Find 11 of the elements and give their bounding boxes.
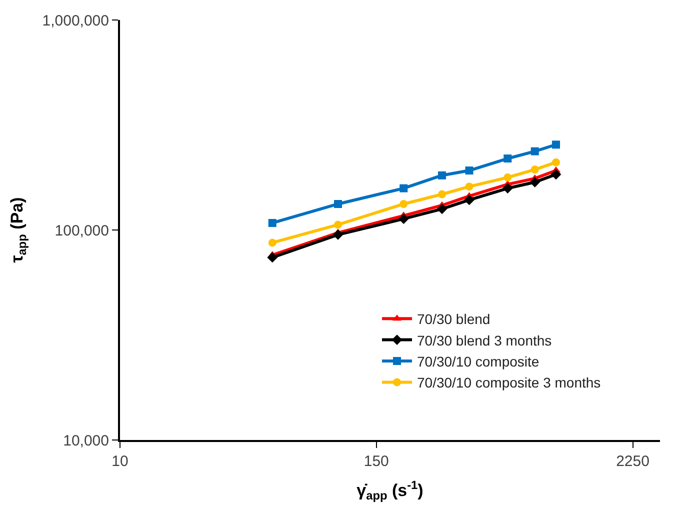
x-axis-title: γ̇$_{app}$ (s$^{-1}$) <box>356 478 424 502</box>
legend-label: 70/30/10 composite 3 months <box>417 374 601 391</box>
x-tick-label: 2250 <box>616 453 650 470</box>
legend-label: 70/30/10 composite <box>417 353 540 370</box>
x-tick-label: 10 <box>112 453 128 470</box>
legend-label: 70/30 blend 3 months <box>417 332 552 348</box>
y-tick-label: 10,000 <box>63 432 109 450</box>
y-tick-label: 100,000 <box>54 222 109 240</box>
y-tick-label: 1,000,000 <box>42 12 109 30</box>
x-tick-label: 150 <box>364 453 389 470</box>
legend-label: 70/30 blend <box>417 311 490 328</box>
